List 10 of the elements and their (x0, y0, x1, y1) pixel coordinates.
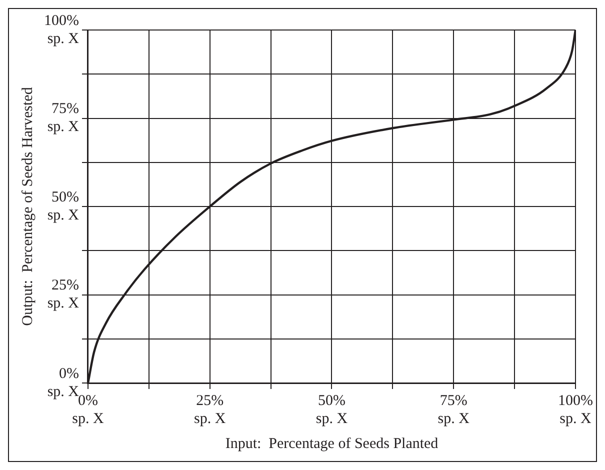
y-tick-label: 25% sp. X (47, 278, 80, 312)
x-tick-label: 50% sp. X (316, 392, 348, 427)
y-tick-label: 50% sp. X (47, 189, 80, 224)
y-axis-title: Output: Percentage of Seeds Harvested (20, 86, 36, 326)
x-axis-title: Input: Percentage of Seeds Planted (225, 436, 439, 452)
y-tick-label: 100% sp. X (44, 12, 80, 47)
y-tick-label: 75% sp. X (47, 101, 80, 136)
x-tick-label: 25% sp. X (194, 392, 226, 427)
x-tick-label: 75% sp. X (438, 392, 470, 427)
x-tick-label: 100% sp. X (558, 392, 593, 427)
